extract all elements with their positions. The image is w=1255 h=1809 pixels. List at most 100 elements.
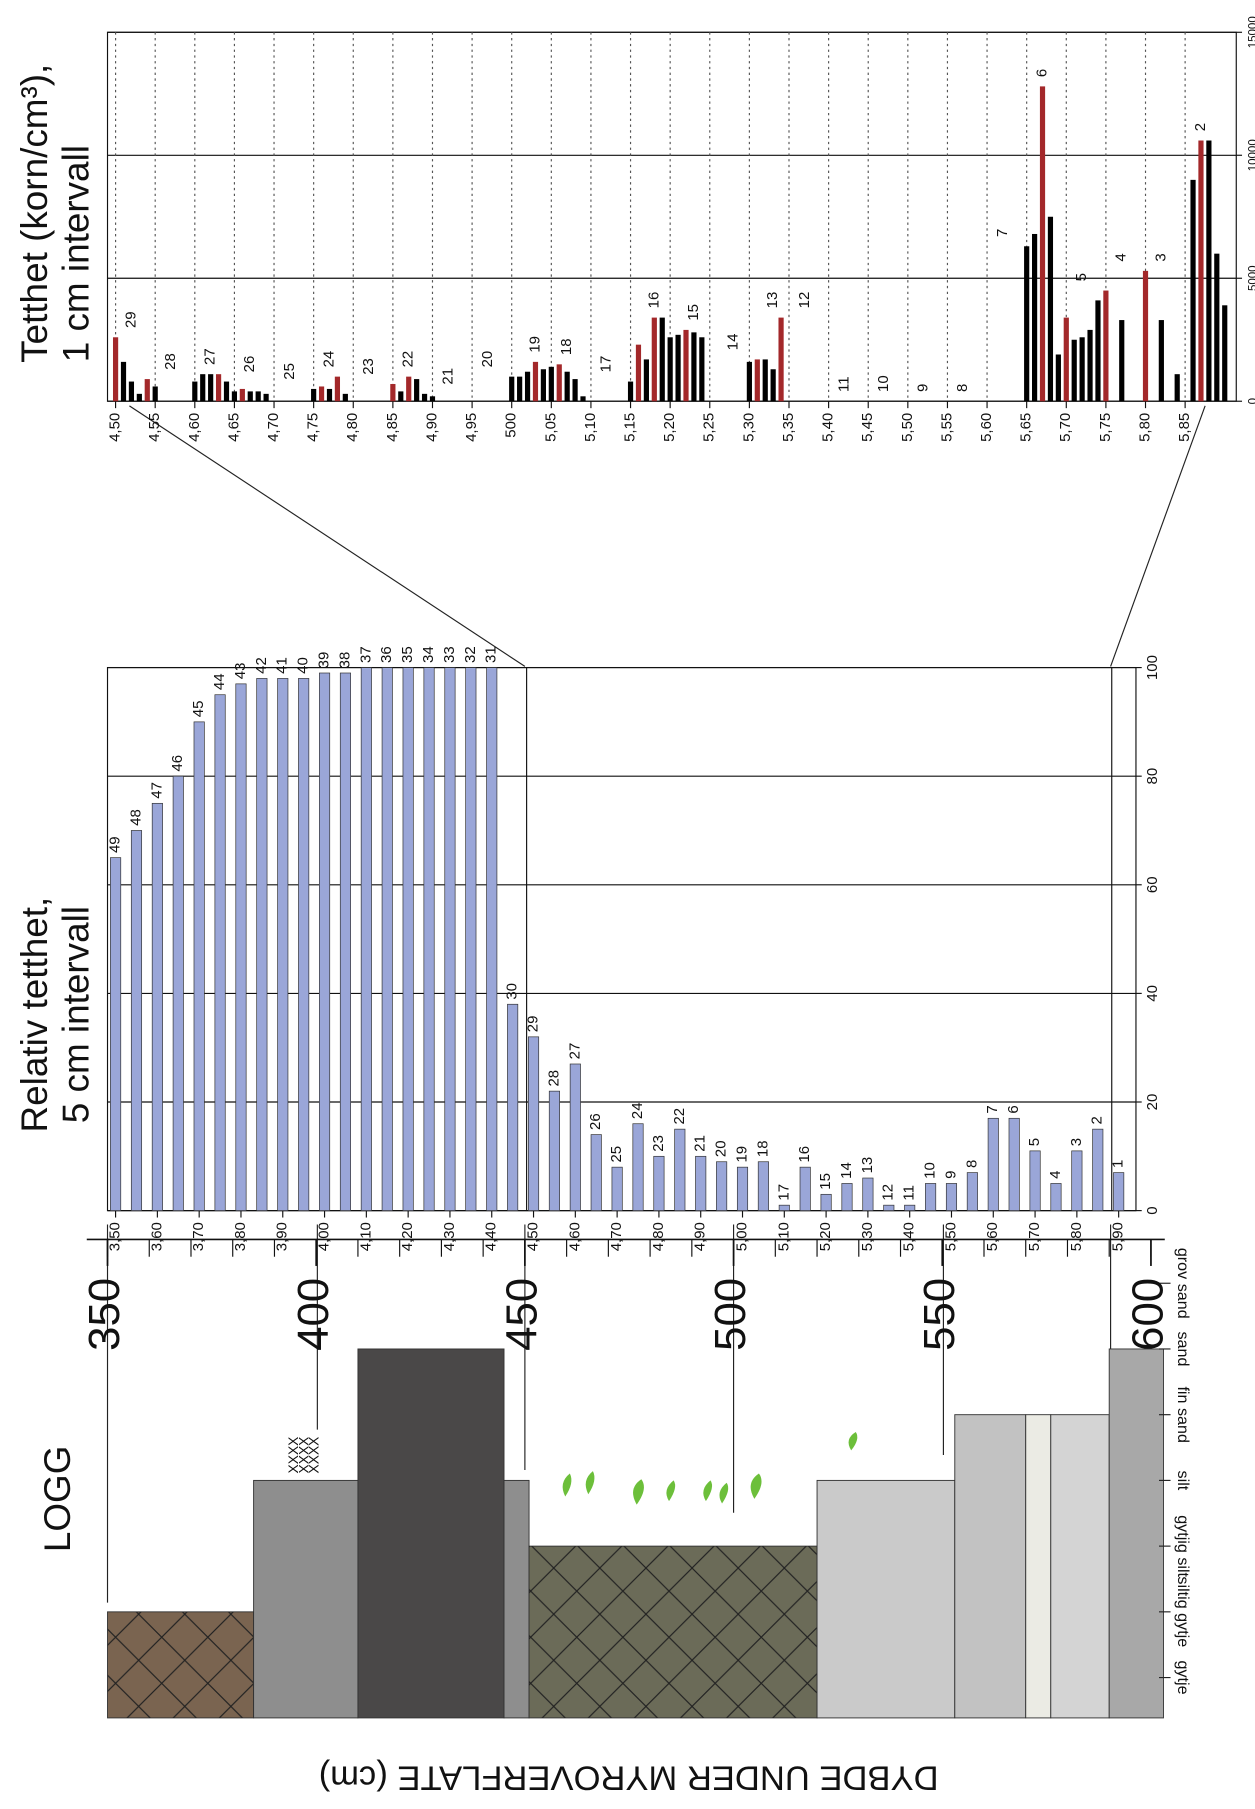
bar-label: 45: [190, 701, 207, 718]
y-tick-label: 0: [1248, 398, 1255, 404]
bar: [1158, 320, 1164, 402]
bar: [507, 1003, 519, 1211]
bar: [263, 393, 269, 402]
bar: [945, 1183, 958, 1211]
bar: [1092, 1128, 1104, 1211]
x-tick-label: 5,50: [899, 413, 916, 442]
grain-label: silt: [1174, 1471, 1192, 1491]
bar-label: 21: [692, 1135, 709, 1152]
x-tick-label: 3,60: [148, 1222, 165, 1251]
bar: [651, 317, 657, 402]
sample-label: 9: [915, 384, 932, 392]
bar: [298, 678, 310, 1211]
bar: [200, 374, 206, 402]
bar-label: 38: [336, 652, 353, 669]
bar: [429, 396, 436, 402]
bar-label: 7: [984, 1105, 1001, 1113]
bar: [1008, 1117, 1020, 1211]
x-tick-label: 4,50: [524, 1222, 541, 1251]
x-tick-label: 4,30: [441, 1222, 458, 1251]
leaf: [719, 1482, 729, 1504]
x-tick-label: 5,40: [901, 1222, 918, 1251]
sample-label: 26: [241, 356, 258, 373]
bar: [151, 802, 163, 1211]
sample-label: 2: [1192, 123, 1209, 131]
bar: [509, 376, 515, 402]
bar-label: 28: [545, 1070, 562, 1087]
y-tick-label: 5000: [1248, 265, 1255, 291]
bar-label: 42: [253, 657, 270, 674]
bar-label: 26: [587, 1113, 604, 1130]
sample-label: 19: [526, 336, 543, 353]
bar: [1032, 233, 1038, 402]
bar: [255, 391, 261, 402]
sample-label: 5: [1073, 273, 1090, 281]
bar: [398, 391, 404, 402]
x-tick-label: 5,60: [984, 1222, 1001, 1251]
sample-label: 11: [835, 376, 852, 392]
bar: [699, 337, 705, 402]
bar: [128, 381, 135, 402]
bar-label: 30: [504, 983, 521, 1000]
bar: [527, 1036, 540, 1211]
bar: [762, 359, 768, 402]
bar-label: 29: [524, 1016, 541, 1033]
sample-label: 18: [558, 338, 575, 355]
sample-label: 20: [479, 351, 496, 368]
bar: [691, 332, 697, 402]
x-tick-label: 5,70: [1026, 1222, 1043, 1251]
x-tick-label: 500: [503, 413, 520, 438]
bar-label: 37: [357, 646, 374, 663]
bar: [318, 386, 325, 402]
bar: [1113, 1172, 1125, 1211]
sample-label: 28: [162, 353, 179, 370]
x-tick-label: 4,40: [483, 1222, 500, 1251]
sample-label: 21: [439, 368, 456, 385]
x-tick-label: 5,80: [1068, 1222, 1085, 1251]
bar: [770, 369, 776, 402]
bar-label: 27: [566, 1043, 583, 1060]
y-tick-label: 60: [1144, 876, 1161, 893]
x-axis-title: DYBDE UNDER MYROVERFLATE (cm): [319, 1758, 939, 1796]
bar: [223, 381, 230, 402]
bar: [112, 337, 119, 402]
bar: [564, 371, 570, 402]
bar: [1079, 337, 1085, 402]
bar: [110, 857, 122, 1211]
bar-label: 36: [378, 646, 395, 663]
bar: [1222, 305, 1228, 402]
bar: [1024, 246, 1030, 402]
sample-label: 6: [1033, 69, 1050, 77]
sample-label: 13: [764, 292, 781, 309]
bar: [1174, 374, 1180, 402]
bar: [256, 678, 268, 1211]
bar: [695, 1155, 707, 1211]
bar: [192, 381, 198, 402]
bar: [1063, 317, 1069, 402]
x-tick-label: 4,70: [265, 413, 282, 442]
grain-label: siltig gytje: [1174, 1576, 1192, 1647]
bar: [532, 361, 539, 402]
bar: [966, 1172, 978, 1211]
bar: [277, 678, 289, 1211]
bar: [1071, 339, 1077, 402]
bar: [360, 667, 372, 1211]
x-tick-label: 5,90: [1110, 1222, 1127, 1251]
leaf: [703, 1480, 713, 1502]
sample-label: 15: [685, 304, 702, 321]
sample-label: 17: [598, 356, 615, 373]
sample-label: 27: [202, 348, 219, 365]
bar-label: 5: [1026, 1138, 1043, 1146]
bar: [862, 1177, 874, 1211]
grain-label: gytjig silt: [1174, 1515, 1192, 1577]
bar: [334, 376, 341, 402]
sample-label: 29: [122, 311, 139, 328]
sample-label: 24: [320, 351, 337, 368]
leaf: [848, 1431, 858, 1451]
bar: [231, 391, 238, 402]
bar: [1029, 1150, 1041, 1211]
x-tick-label: 500: [706, 1278, 755, 1351]
x-tick-label: 5,15: [622, 413, 639, 442]
y-tick-label: 15000: [1248, 16, 1255, 48]
